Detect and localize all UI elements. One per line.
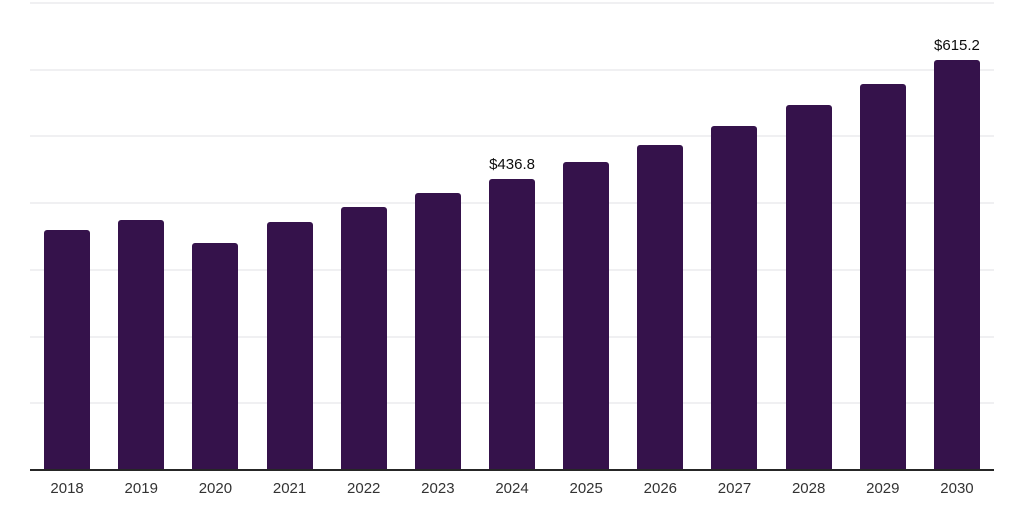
bar-2027 bbox=[711, 126, 758, 470]
bar-2021 bbox=[266, 222, 313, 470]
x-tick-2023: 2023 bbox=[421, 480, 455, 497]
bar-group-2019 bbox=[104, 0, 178, 470]
x-tick-2027: 2027 bbox=[717, 480, 752, 497]
bar-group-2026 bbox=[623, 0, 697, 470]
x-tick-2029: 2029 bbox=[866, 480, 900, 497]
x-tick-2026: 2026 bbox=[643, 480, 678, 497]
gridline-700 bbox=[30, 2, 994, 4]
bar-2025 bbox=[563, 162, 610, 470]
bar-group-2027 bbox=[697, 0, 771, 470]
bar-2030 bbox=[933, 60, 980, 470]
x-tick-2022: 2022 bbox=[347, 480, 381, 497]
plot-area: $436.8 $615.2 bbox=[30, 0, 994, 471]
bar-2018 bbox=[44, 230, 91, 470]
x-tick-2020: 2020 bbox=[198, 480, 233, 497]
bar-group-2018 bbox=[30, 0, 104, 470]
bar-2019 bbox=[118, 220, 165, 470]
bar-2026 bbox=[637, 145, 684, 470]
bar-group-2028 bbox=[772, 0, 846, 470]
value-label-2024: $436.8 bbox=[489, 156, 535, 173]
bar-group-2029 bbox=[846, 0, 920, 470]
bar-group-2021 bbox=[252, 0, 326, 470]
x-tick-2024: 2024 bbox=[495, 480, 529, 497]
bar-2023 bbox=[414, 193, 461, 470]
bar-group-2020 bbox=[178, 0, 252, 470]
bar-group-2022 bbox=[327, 0, 401, 470]
bar-2029 bbox=[859, 84, 906, 470]
bar-group-2025 bbox=[549, 0, 623, 470]
bar-2028 bbox=[785, 105, 832, 470]
x-tick-2025: 2025 bbox=[569, 480, 603, 497]
bar-columns: $436.8 $615.2 bbox=[30, 0, 994, 470]
bar-group-2024: $436.8 bbox=[475, 0, 549, 470]
x-tick-2021: 2021 bbox=[272, 480, 307, 497]
bar-2020 bbox=[192, 243, 239, 470]
x-tick-2030: 2030 bbox=[940, 480, 974, 497]
value-label-2030: $615.2 bbox=[934, 37, 980, 54]
x-axis: 2018 2019 2020 2021 2022 2023 2024 2025 2026 2027… bbox=[30, 480, 994, 498]
bar-2022 bbox=[340, 207, 387, 470]
gridline-500 bbox=[30, 135, 994, 137]
bar-group-2030: $615.2 bbox=[920, 0, 994, 470]
bar-2024 bbox=[489, 179, 536, 470]
gridline-600 bbox=[30, 69, 994, 71]
bar-group-2023 bbox=[401, 0, 475, 470]
x-tick-2019: 2019 bbox=[124, 480, 158, 497]
x-tick-2028: 2028 bbox=[791, 480, 826, 497]
x-tick-2018: 2018 bbox=[50, 480, 84, 497]
x-axis-line bbox=[30, 469, 994, 471]
